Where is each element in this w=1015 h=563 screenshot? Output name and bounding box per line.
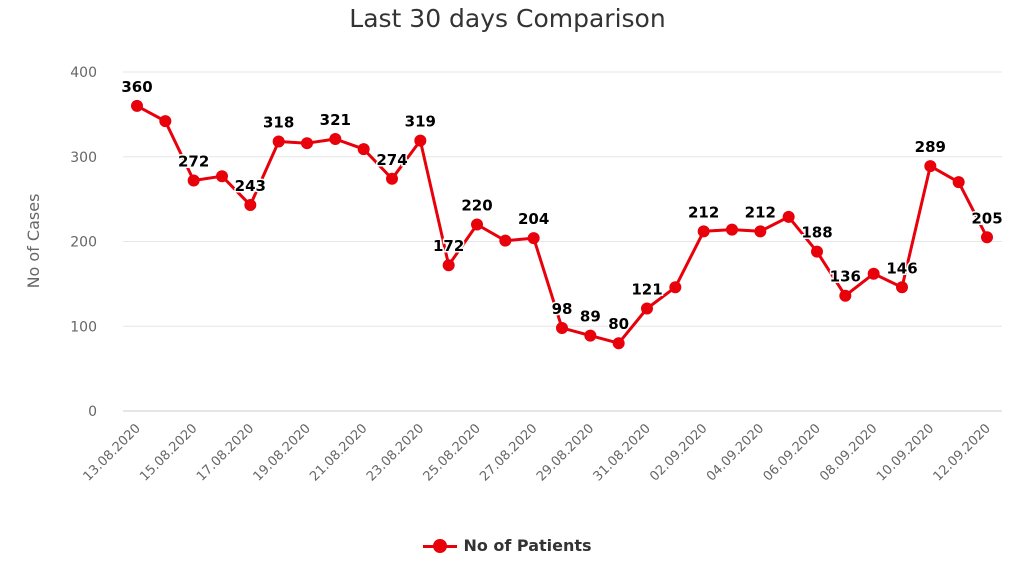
y-tick-label: 0 — [88, 404, 97, 420]
data-point[interactable] — [754, 225, 767, 238]
x-tick-label: 17.08.2020 — [194, 421, 257, 484]
data-point[interactable] — [952, 176, 965, 189]
data-label: 243 — [235, 177, 266, 195]
data-point[interactable] — [159, 115, 172, 128]
data-label: 188 — [801, 224, 832, 242]
data-point[interactable] — [187, 174, 200, 187]
data-point[interactable] — [499, 234, 512, 247]
data-point[interactable] — [131, 99, 143, 112]
data-label: 80 — [608, 315, 629, 333]
data-point[interactable] — [981, 231, 993, 244]
data-label: 289 — [915, 138, 946, 156]
y-tick-label: 200 — [70, 235, 97, 251]
x-tick-label: 19.08.2020 — [251, 421, 314, 484]
data-point[interactable] — [839, 289, 852, 302]
x-tick-label: 15.08.2020 — [137, 421, 200, 484]
y-tick-label: 300 — [70, 150, 97, 166]
data-label: 205 — [971, 209, 1002, 227]
x-tick-label: 04.09.2020 — [704, 421, 767, 484]
data-point[interactable] — [414, 134, 427, 147]
data-label: 136 — [830, 268, 861, 286]
x-tick-label: 29.08.2020 — [534, 421, 597, 484]
x-tick-label: 27.08.2020 — [477, 421, 540, 484]
data-point[interactable] — [216, 170, 228, 183]
data-label: 212 — [745, 203, 776, 221]
x-tick-label: 25.08.2020 — [421, 421, 484, 484]
x-tick-label: 13.08.2020 — [81, 421, 144, 484]
chart-title: Last 30 days Comparison — [349, 4, 666, 33]
y-axis: 0 100 200 300 400 No of Cases — [24, 65, 97, 420]
data-label: 89 — [580, 308, 601, 326]
x-axis: 13.08.202015.08.202017.08.202019.08.2020… — [81, 410, 1002, 484]
y-tick-label: 100 — [70, 319, 97, 335]
data-point[interactable] — [272, 135, 285, 148]
x-tick-label: 08.09.2020 — [817, 421, 880, 484]
legend-label: No of Patients — [463, 536, 592, 555]
data-point[interactable] — [811, 245, 823, 258]
data-point[interactable] — [244, 199, 257, 212]
data-label: 172 — [433, 237, 464, 255]
legend-marker-icon — [423, 538, 458, 553]
data-label: 204 — [518, 210, 549, 228]
data-point[interactable] — [442, 259, 455, 272]
data-point[interactable] — [612, 337, 625, 350]
data-point[interactable] — [386, 172, 398, 185]
x-tick-label: 31.08.2020 — [591, 421, 654, 484]
x-tick-label: 23.08.2020 — [364, 421, 427, 484]
data-label: 318 — [263, 113, 294, 131]
data-label: 121 — [631, 280, 662, 298]
x-tick-label: 21.08.2020 — [307, 421, 370, 484]
series-no-of-patients — [131, 99, 993, 350]
x-tick-label: 06.09.2020 — [761, 421, 824, 484]
data-point[interactable] — [641, 302, 653, 315]
data-label: 274 — [376, 151, 407, 169]
x-tick-label: 02.09.2020 — [647, 421, 710, 484]
data-point[interactable] — [329, 132, 342, 145]
gridlines — [123, 71, 1002, 327]
data-point[interactable] — [697, 225, 710, 238]
data-point[interactable] — [527, 232, 540, 245]
data-label: 321 — [320, 111, 351, 129]
data-point[interactable] — [471, 218, 483, 231]
x-tick-label: 12.09.2020 — [931, 421, 994, 484]
data-point[interactable] — [867, 267, 880, 280]
data-point[interactable] — [357, 143, 370, 156]
data-point[interactable] — [924, 160, 937, 173]
y-axis-label: No of Cases — [24, 194, 43, 289]
data-point[interactable] — [896, 281, 908, 294]
data-point[interactable] — [669, 281, 682, 294]
data-point[interactable] — [301, 137, 313, 150]
data-label: 272 — [178, 152, 209, 170]
data-label: 319 — [405, 113, 436, 131]
data-point[interactable] — [726, 223, 738, 236]
data-label: 220 — [461, 197, 492, 215]
data-point[interactable] — [584, 329, 597, 342]
data-label: 98 — [552, 300, 573, 318]
data-label: 360 — [121, 78, 152, 96]
y-tick-label: 400 — [70, 65, 97, 81]
data-point[interactable] — [556, 321, 568, 334]
legend[interactable]: No of Patients — [0, 536, 1015, 555]
data-point[interactable] — [782, 210, 795, 223]
data-label: 146 — [886, 259, 917, 277]
data-label: 212 — [688, 203, 719, 221]
x-tick-label: 10.09.2020 — [874, 421, 937, 484]
